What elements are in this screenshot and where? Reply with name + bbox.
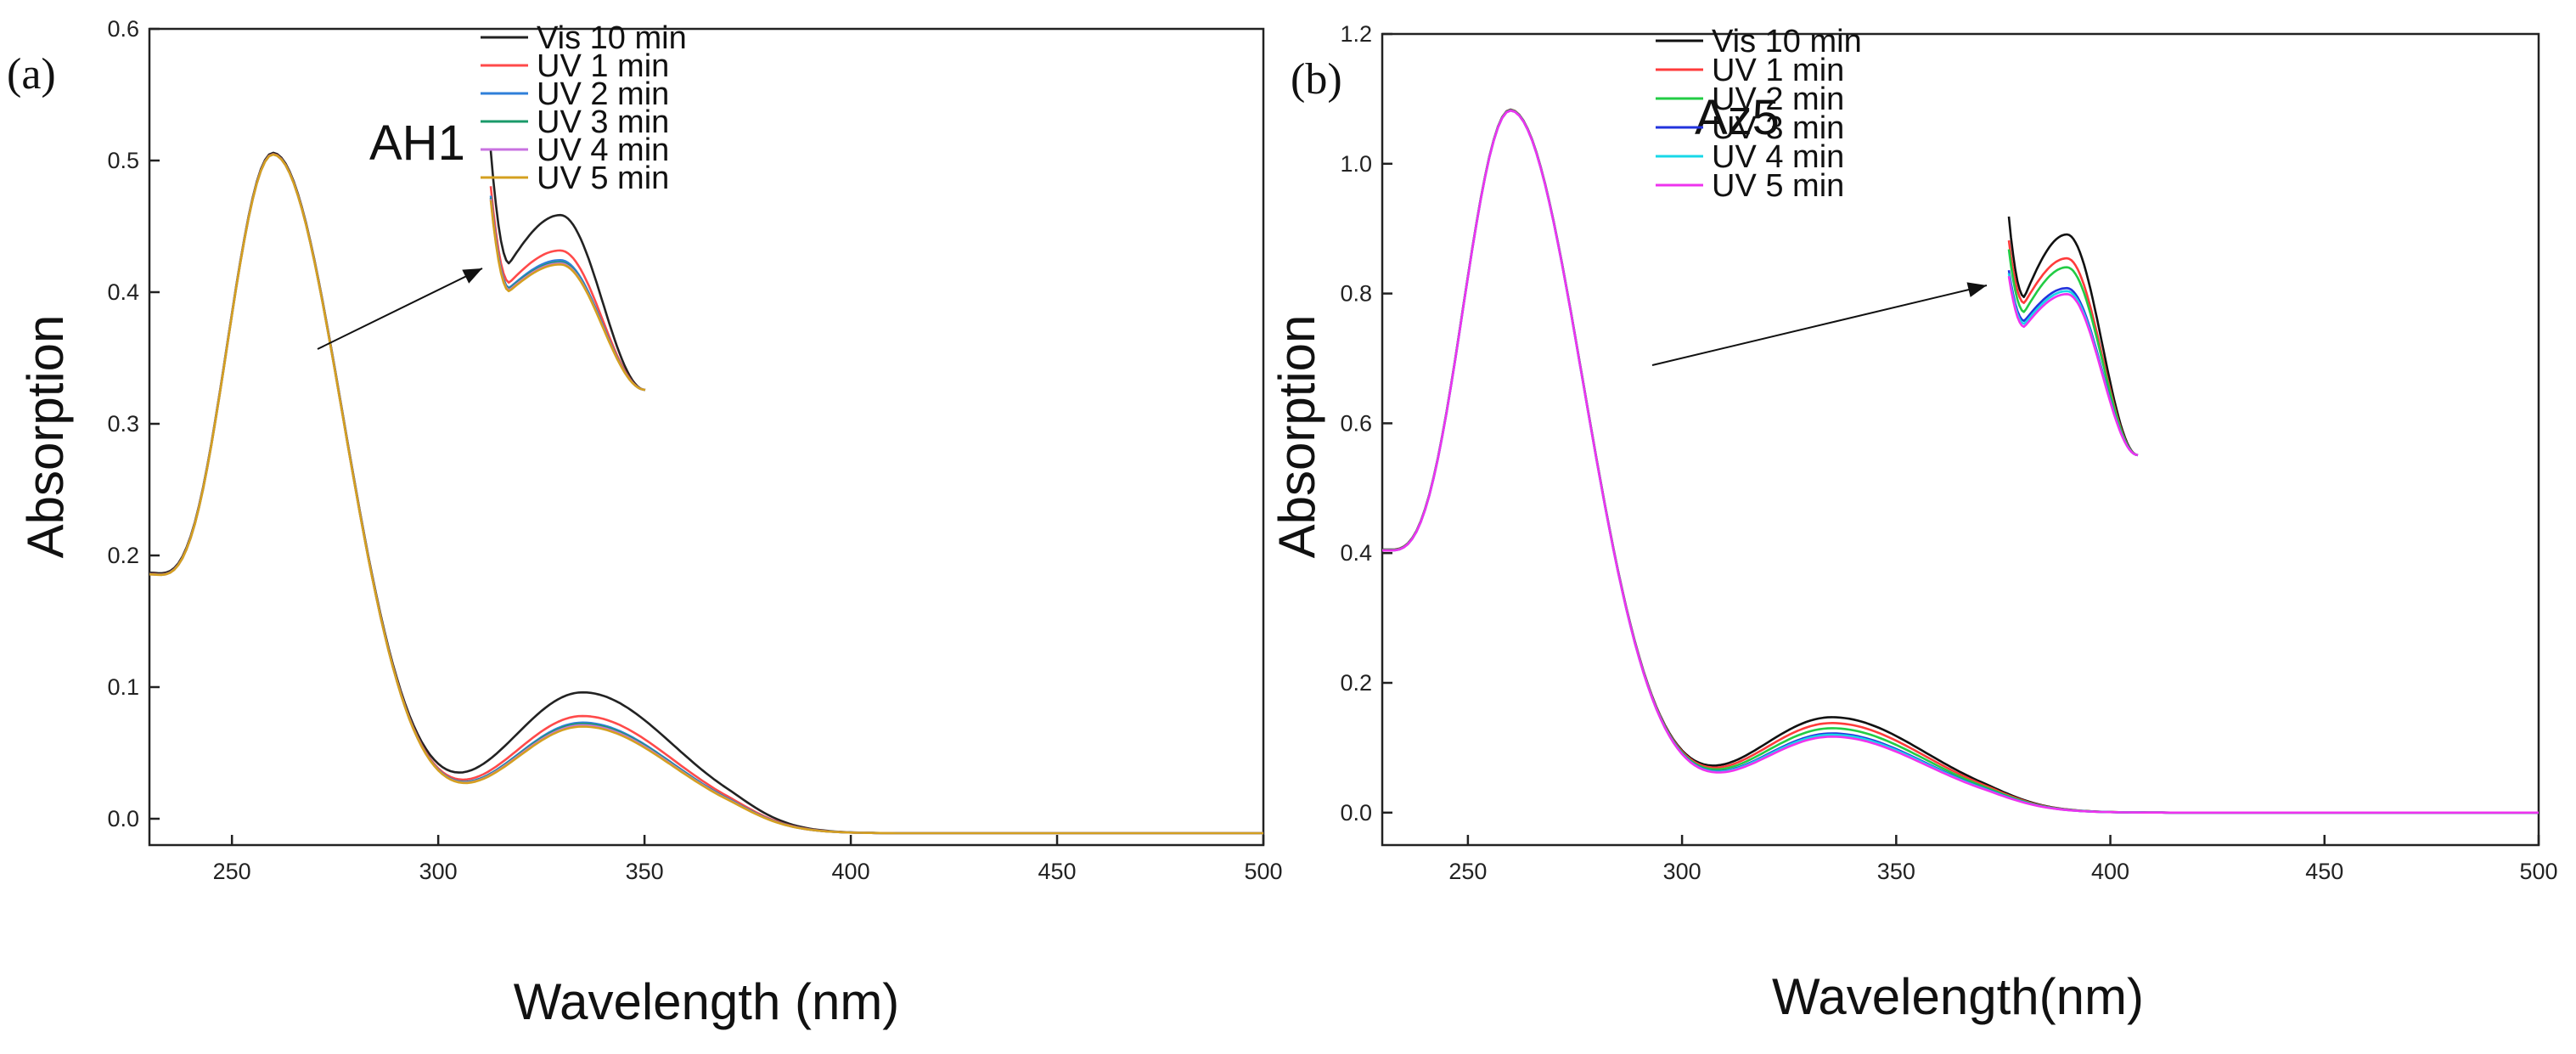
x-axis: 250 300 350 400 450 500: [213, 835, 1283, 884]
x-tick-label: 450: [2305, 859, 2343, 884]
inset-series-line: [2007, 216, 2139, 457]
sample-label: AH1: [369, 116, 465, 171]
series-line: [1382, 109, 2539, 814]
series-line: [149, 153, 1263, 835]
legend-label: UV 3 min: [1712, 110, 1844, 146]
y-tick-label: 1.2: [1340, 21, 1372, 47]
series-line: [1382, 109, 2539, 814]
inset-arrow-line: [1651, 285, 1988, 366]
x-tick-label: 500: [2519, 859, 2557, 884]
series-line: [149, 153, 1263, 835]
x-tick-label: 400: [832, 859, 870, 884]
chart-panel-b: (b) Az5 Wavelength(nm) Absorption 250 300…: [1268, 21, 2558, 1025]
legend-label: Vis 10 min: [1712, 24, 1862, 59]
series-line: [149, 153, 1263, 835]
x-tick-label: 300: [1663, 859, 1701, 884]
y-tick-label: 0.4: [107, 279, 139, 305]
x-tick-label: 250: [1448, 859, 1487, 884]
legend-label: UV 1 min: [537, 48, 669, 84]
x-tick-label: 300: [419, 859, 458, 884]
plot-frame: [148, 27, 1265, 847]
inset-arrow-head: [462, 268, 482, 284]
series-line: [1382, 109, 2539, 814]
inset-zoom: [1651, 216, 2139, 457]
legend-label: UV 3 min: [537, 104, 669, 140]
y-tick-label: 0.6: [107, 16, 139, 42]
legend-label: UV 2 min: [537, 76, 669, 112]
y-axis: 0.0 0.2 0.4 0.6 0.8 1.0 1.2: [1340, 21, 1392, 826]
series-line: [149, 153, 1263, 835]
legend-label: UV 5 min: [1712, 168, 1844, 204]
series-line: [149, 151, 1263, 835]
y-tick-label: 0.6: [1340, 410, 1372, 436]
series-line: [1382, 108, 2539, 814]
x-tick-label: 500: [1244, 859, 1282, 884]
y-tick-label: 0.5: [107, 148, 139, 173]
legend-label: UV 1 min: [1712, 53, 1844, 88]
y-tick-label: 0.2: [107, 543, 139, 568]
y-axis-title: Absorption: [1268, 315, 1325, 559]
x-tick-label: 350: [626, 859, 664, 884]
panel-label: (a): [7, 50, 56, 99]
series-line: [1382, 109, 2539, 814]
y-tick-label: 0.2: [1340, 670, 1372, 696]
y-tick-label: 0.4: [1340, 540, 1372, 566]
inset-series-line: [2007, 275, 2139, 457]
legend-label: UV 4 min: [1712, 139, 1844, 175]
x-tick-label: 450: [1038, 859, 1077, 884]
inset-series-line: [489, 200, 646, 392]
chart-panel-a: (a) AH1 Wavelength (nm) Absorption 250 30…: [7, 16, 1283, 1030]
plot-frame: [1381, 32, 2540, 847]
inset-series-line: [489, 150, 646, 392]
legend-label: Vis 10 min: [537, 20, 687, 56]
y-tick-label: 0.0: [1340, 800, 1372, 826]
y-tick-label: 0.0: [107, 806, 139, 831]
inset-series-line: [2007, 249, 2139, 457]
y-tick-label: 1.0: [1340, 151, 1372, 177]
x-tick-label: 350: [1877, 859, 1915, 884]
series-lines: [149, 151, 1263, 835]
x-axis: 250 300 350 400 450 500: [1448, 835, 2558, 884]
inset-arrow-head: [1966, 282, 1987, 297]
y-axis-title: Absorption: [17, 315, 74, 559]
series-lines: [1382, 108, 2539, 814]
x-tick-label: 400: [2091, 859, 2129, 884]
y-axis: 0.0 0.1 0.2 0.3 0.4 0.5 0.6: [107, 16, 160, 831]
sample-label: Az5: [1695, 90, 1780, 145]
legend-label: UV 5 min: [537, 161, 669, 196]
inset-arrow-line: [317, 268, 483, 350]
x-axis-title: Wavelength(nm): [1772, 968, 2144, 1025]
y-tick-label: 0.3: [107, 411, 139, 437]
y-tick-label: 0.1: [107, 674, 139, 700]
inset-zoom: [317, 150, 646, 392]
x-axis-title: Wavelength (nm): [514, 973, 900, 1030]
series-line: [1382, 109, 2539, 814]
y-tick-label: 0.8: [1340, 281, 1372, 307]
x-tick-label: 250: [213, 859, 251, 884]
legend-label: UV 2 min: [1712, 82, 1844, 117]
series-line: [149, 153, 1263, 835]
legend-label: UV 4 min: [537, 132, 669, 168]
panel-label: (b): [1291, 55, 1342, 104]
